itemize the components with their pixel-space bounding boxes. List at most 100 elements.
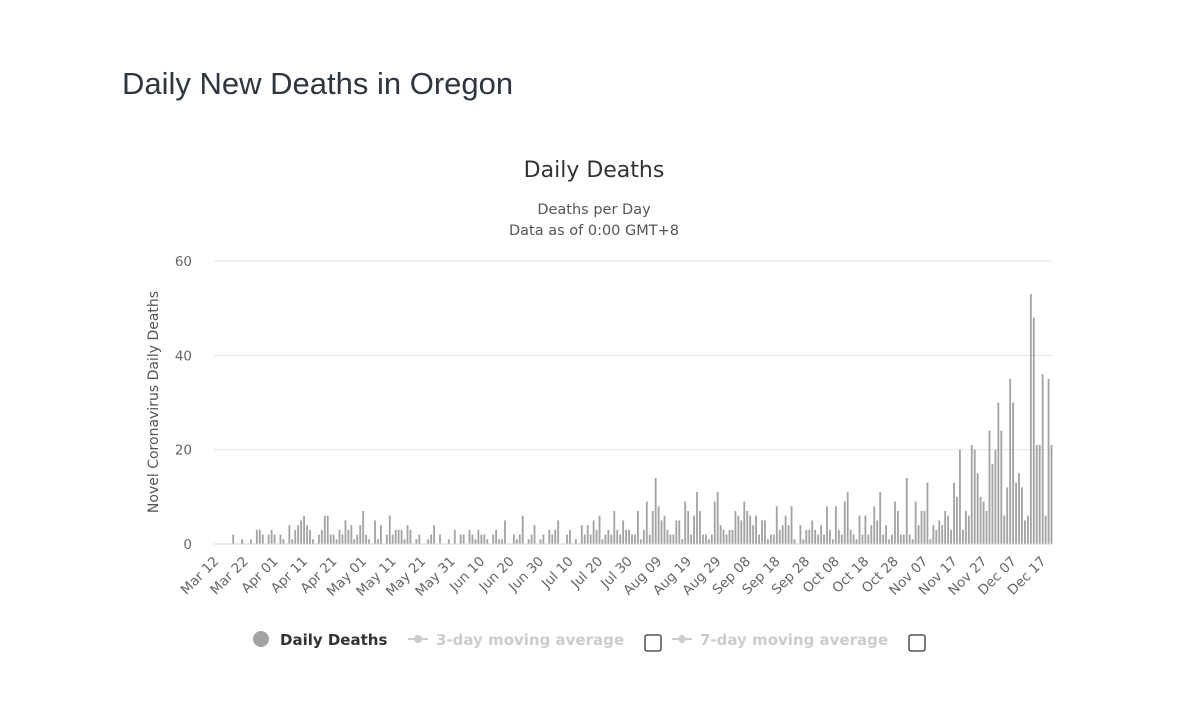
bar[interactable]	[394, 529, 397, 544]
bar[interactable]	[439, 534, 441, 544]
bar[interactable]	[648, 534, 651, 544]
bar[interactable]	[799, 525, 802, 544]
legend-item-7-day-moving-average[interactable]: 7-day moving average	[672, 631, 926, 652]
bar[interactable]	[982, 501, 985, 544]
bar[interactable]	[430, 534, 433, 544]
bar[interactable]	[811, 520, 814, 544]
bar[interactable]	[672, 534, 675, 544]
bar[interactable]	[902, 534, 905, 544]
bar[interactable]	[988, 430, 991, 544]
bar[interactable]	[533, 525, 536, 544]
bar[interactable]	[926, 482, 929, 544]
bar[interactable]	[941, 525, 944, 544]
bar[interactable]	[504, 520, 506, 544]
bar[interactable]	[917, 525, 920, 544]
bar[interactable]	[589, 534, 592, 544]
bar[interactable]	[784, 515, 787, 544]
bar[interactable]	[486, 539, 489, 544]
bar[interactable]	[979, 496, 982, 544]
bar[interactable]	[864, 515, 867, 544]
bar[interactable]	[758, 534, 760, 544]
bar[interactable]	[849, 529, 852, 544]
bar[interactable]	[817, 534, 820, 544]
bar[interactable]	[702, 534, 704, 544]
bar[interactable]	[654, 477, 657, 544]
bar[interactable]	[601, 539, 604, 544]
bar[interactable]	[781, 525, 784, 544]
bar[interactable]	[719, 525, 722, 544]
bar[interactable]	[834, 506, 837, 544]
bar[interactable]	[787, 525, 790, 544]
bar[interactable]	[645, 501, 648, 544]
bar[interactable]	[970, 444, 973, 544]
bar[interactable]	[651, 510, 654, 544]
bar[interactable]	[291, 539, 294, 544]
bar[interactable]	[598, 515, 601, 544]
bar[interactable]	[831, 539, 834, 544]
bar[interactable]	[368, 539, 371, 544]
bar[interactable]	[843, 501, 846, 544]
bar[interactable]	[391, 534, 394, 544]
bar[interactable]	[273, 534, 276, 544]
bar[interactable]	[447, 539, 450, 544]
bar[interactable]	[690, 534, 693, 544]
bar[interactable]	[908, 534, 911, 544]
bar[interactable]	[338, 529, 341, 544]
bar[interactable]	[468, 529, 471, 544]
bar[interactable]	[501, 539, 503, 544]
bar[interactable]	[406, 525, 409, 544]
bar[interactable]	[905, 477, 908, 544]
bar[interactable]	[778, 529, 781, 544]
bar[interactable]	[935, 529, 938, 544]
bar[interactable]	[767, 539, 769, 544]
bar[interactable]	[997, 402, 1000, 545]
bar[interactable]	[1044, 515, 1047, 544]
bar[interactable]	[728, 529, 731, 544]
bar[interactable]	[317, 534, 320, 544]
bar[interactable]	[255, 529, 258, 544]
bar[interactable]	[634, 534, 636, 544]
bar[interactable]	[710, 534, 713, 544]
bar[interactable]	[474, 539, 477, 544]
legend-checkbox-3-day[interactable]	[644, 634, 662, 652]
bar[interactable]	[639, 539, 642, 544]
bar[interactable]	[769, 534, 772, 544]
bar[interactable]	[637, 510, 639, 544]
bar[interactable]	[480, 534, 483, 544]
bar[interactable]	[888, 539, 890, 544]
bar[interactable]	[973, 449, 976, 544]
bar[interactable]	[657, 506, 660, 544]
bar[interactable]	[403, 539, 406, 544]
bar[interactable]	[297, 525, 300, 544]
bar[interactable]	[374, 520, 376, 544]
bar[interactable]	[498, 539, 500, 544]
bar[interactable]	[341, 534, 344, 544]
bar[interactable]	[607, 529, 610, 544]
bar[interactable]	[279, 534, 282, 544]
bar[interactable]	[740, 520, 743, 544]
bar[interactable]	[329, 534, 332, 544]
bar[interactable]	[495, 529, 498, 544]
bar[interactable]	[704, 534, 707, 544]
bar[interactable]	[950, 529, 952, 544]
bar[interactable]	[400, 529, 403, 544]
bar[interactable]	[1006, 487, 1009, 544]
bar[interactable]	[300, 520, 303, 544]
bar[interactable]	[669, 534, 672, 544]
bar[interactable]	[793, 539, 796, 544]
bar[interactable]	[985, 510, 988, 544]
bar[interactable]	[586, 525, 589, 544]
bar[interactable]	[867, 534, 870, 544]
bar[interactable]	[232, 534, 235, 544]
bar[interactable]	[471, 534, 474, 544]
bar[interactable]	[882, 534, 885, 544]
bar[interactable]	[1035, 444, 1038, 544]
bar[interactable]	[616, 529, 619, 544]
bar[interactable]	[433, 525, 435, 544]
bar[interactable]	[548, 529, 551, 544]
bar[interactable]	[829, 529, 831, 544]
bar[interactable]	[743, 501, 746, 544]
bar[interactable]	[397, 529, 400, 544]
bar[interactable]	[911, 539, 914, 544]
bar[interactable]	[749, 515, 752, 544]
